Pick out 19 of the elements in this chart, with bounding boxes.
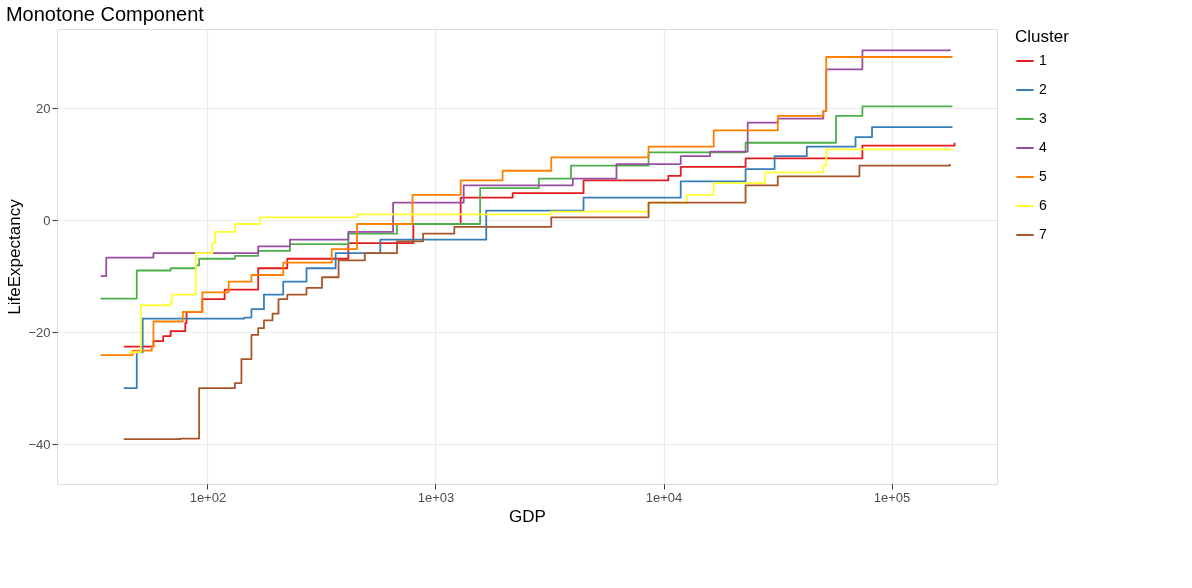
y-tick-label: −20 xyxy=(28,324,51,340)
legend-label: 2 xyxy=(1039,81,1047,97)
y-axis-title: LifeExpectancy xyxy=(5,198,25,315)
legend-title: Cluster xyxy=(1015,27,1070,46)
y-tick-label: 0 xyxy=(43,212,51,228)
legend-label: 5 xyxy=(1039,168,1047,184)
x-tick-label: 1e+02 xyxy=(189,489,227,505)
x-tick-label: 1e+05 xyxy=(873,489,911,505)
x-tick-label: 1e+03 xyxy=(417,489,455,505)
y-tick-label: −40 xyxy=(28,436,51,452)
legend-label: 1 xyxy=(1039,52,1047,68)
legend-label: 3 xyxy=(1039,110,1047,126)
x-tick-label: 1e+04 xyxy=(645,489,683,505)
chart-title: Monotone Component xyxy=(5,3,205,25)
legend-label: 7 xyxy=(1039,226,1047,242)
y-tick-label: 20 xyxy=(36,100,51,116)
x-axis-title: GDP xyxy=(509,506,546,526)
legend-label: 4 xyxy=(1039,139,1047,155)
legend-label: 6 xyxy=(1039,197,1047,213)
